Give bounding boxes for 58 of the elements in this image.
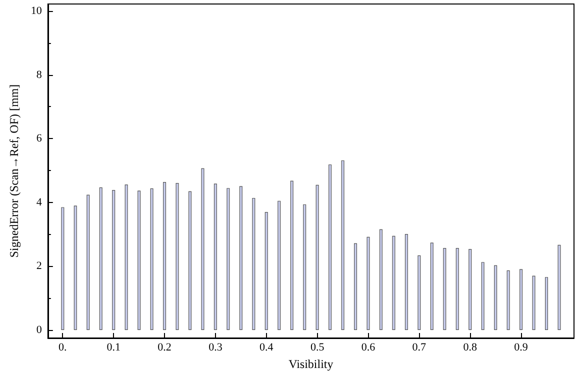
bar: [545, 277, 548, 330]
bar: [316, 184, 319, 330]
x-tick-label: 0.6: [361, 342, 376, 354]
y-tick-label: 8: [36, 68, 42, 81]
bar: [456, 248, 459, 330]
x-tick-label: 0.8: [463, 342, 478, 354]
x-tick-label: 0.1: [106, 342, 120, 354]
bar: [430, 242, 434, 330]
y-tick-label: 6: [36, 132, 42, 145]
x-tick-label: 0.5: [310, 342, 325, 354]
bar: [366, 236, 370, 330]
bar: [328, 164, 332, 330]
bar: [532, 276, 536, 330]
bar: [290, 180, 294, 330]
bar: [303, 204, 306, 330]
bar: [494, 265, 498, 330]
y-tick-label: 4: [36, 196, 42, 208]
bar: [226, 188, 230, 330]
bar: [150, 188, 154, 330]
x-tick-label: 0.: [58, 342, 68, 354]
x-tick-label: 0.3: [208, 342, 223, 354]
bar: [86, 194, 90, 330]
bar: [138, 190, 141, 330]
bar: [201, 168, 204, 330]
bar: [124, 184, 128, 330]
bar: [468, 248, 472, 330]
bar: [392, 236, 396, 330]
bar: [418, 255, 421, 330]
x-axis-title: Visibility: [288, 357, 334, 371]
x-tick-label: 0.2: [158, 342, 172, 354]
bar: [520, 269, 523, 330]
bar: [61, 207, 64, 330]
bar: [176, 182, 179, 330]
bar: [558, 244, 561, 330]
bar: [379, 229, 382, 330]
x-tick-label: 0.7: [412, 342, 427, 354]
bar: [74, 206, 77, 330]
bar: [481, 262, 484, 330]
bar: [112, 190, 116, 330]
bar: [278, 200, 281, 330]
bar: [252, 198, 256, 330]
x-tick-label: 0.4: [260, 342, 274, 354]
x-tick-label: 0.9: [514, 342, 528, 354]
y-tick-label: 10: [30, 5, 42, 18]
bar: [506, 270, 510, 330]
bar: [354, 243, 358, 330]
bar: [404, 234, 408, 330]
bar: [214, 184, 217, 330]
bar: [99, 187, 102, 330]
bar: [341, 160, 344, 330]
y-tick-label: 2: [36, 260, 42, 272]
bar: [163, 182, 166, 330]
y-axis-title: SignedError (Scan→Ref, OF) [mm]: [7, 84, 21, 258]
y-tick-label: 0: [36, 324, 42, 336]
bar: [239, 186, 242, 330]
bar: [264, 212, 268, 330]
bar: [188, 191, 192, 330]
bar: [443, 248, 446, 330]
